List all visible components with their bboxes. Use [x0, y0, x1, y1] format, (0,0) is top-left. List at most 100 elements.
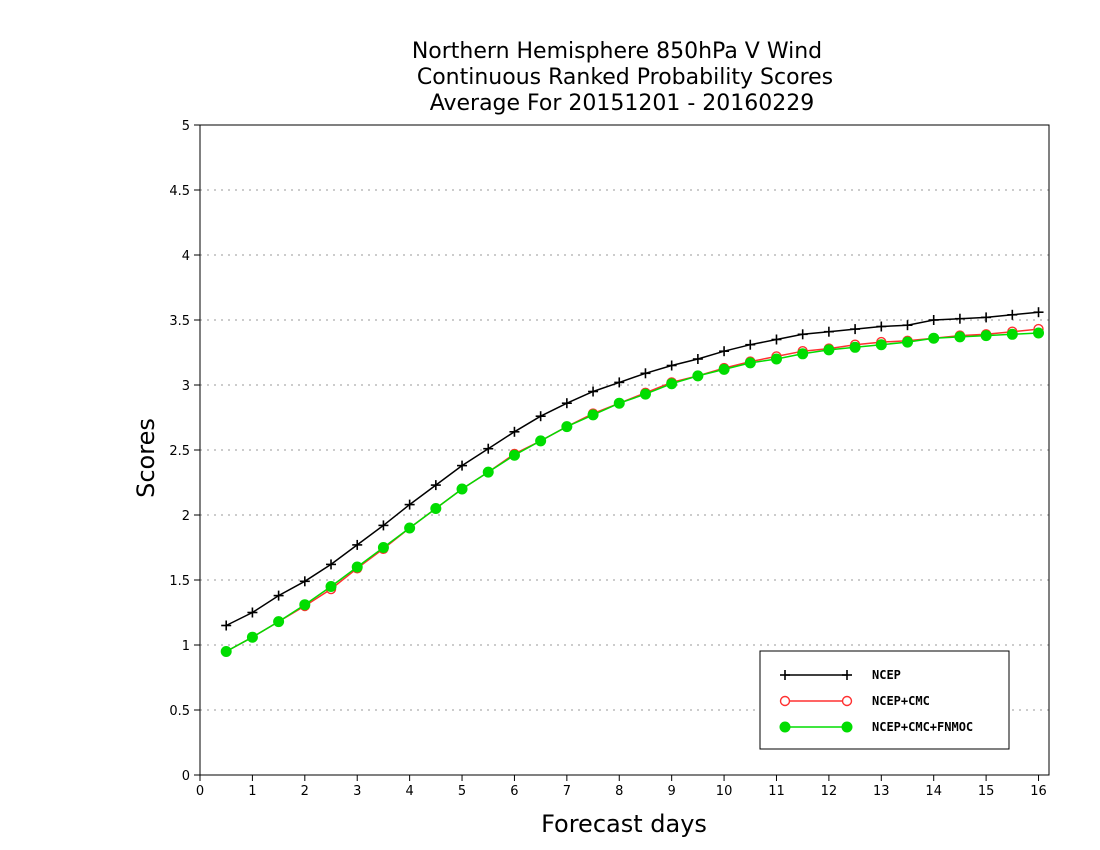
- gridlines: [200, 189, 1049, 711]
- y-tick-label: 1: [182, 639, 190, 654]
- y-tick-label: 3.5: [169, 314, 190, 329]
- y-tick-label: 0.5: [169, 704, 190, 719]
- x-tick-label: 5: [458, 784, 466, 799]
- data-point-ncep: [326, 559, 337, 570]
- data-point-ncep: [692, 354, 703, 364]
- data-point-ncep: [221, 620, 232, 631]
- data-point-ncep-cmc-fnmoc: [456, 483, 468, 495]
- data-point-ncep: [771, 334, 782, 345]
- data-point-ncep-cmc-fnmoc: [1033, 327, 1045, 339]
- y-tick-label: 2.5: [169, 444, 190, 459]
- legend-marker: [841, 695, 853, 707]
- data-point-ncep: [561, 398, 572, 409]
- data-point-ncep: [719, 346, 730, 357]
- x-tick-label: 4: [405, 784, 413, 799]
- legend-item-ncep-cmc: NCEP+CMC: [779, 694, 930, 708]
- data-point-ncep-cmc-fnmoc: [377, 542, 389, 553]
- data-point-ncep-cmc-fnmoc: [220, 646, 232, 657]
- data-point-ncep-cmc-fnmoc: [954, 331, 966, 343]
- x-tick-label: 6: [510, 784, 518, 799]
- y-tick-label: 5: [182, 119, 190, 134]
- data-point-ncep: [614, 377, 625, 388]
- x-tick-label: 16: [1030, 784, 1047, 799]
- title-line-2: Continuous Ranked Probability Scores: [417, 65, 833, 90]
- x-tick-label: 13: [873, 784, 890, 799]
- x-tick-label: 14: [925, 784, 942, 799]
- data-point-ncep-cmc-fnmoc: [246, 631, 258, 643]
- data-point-ncep: [981, 312, 992, 323]
- data-point-ncep: [876, 321, 887, 332]
- legend-item-ncep: NCEP: [780, 668, 901, 682]
- data-point-ncep: [299, 576, 310, 587]
- legend-label: NCEP+CMC+FNMOC: [872, 720, 973, 734]
- x-tick-label: 1: [248, 784, 256, 799]
- series-line-ncep-cmc-fnmoc: [225, 332, 1039, 653]
- data-point-ncep: [247, 607, 258, 618]
- data-point-ncep: [588, 386, 599, 397]
- data-point-ncep-cmc-fnmoc: [351, 561, 363, 573]
- data-point-ncep: [404, 499, 415, 510]
- y-tick-label: 1.5: [169, 574, 190, 589]
- x-tick-label: 10: [716, 784, 733, 799]
- series-ncep: [221, 307, 1044, 631]
- series-ncep-cmc: [221, 323, 1044, 657]
- x-tick-label: 3: [353, 784, 361, 799]
- data-point-ncep: [483, 443, 494, 454]
- data-point-ncep-cmc-fnmoc: [325, 581, 337, 592]
- data-point-ncep: [666, 360, 677, 371]
- data-point-ncep: [430, 480, 441, 491]
- legend-box: [759, 650, 1010, 750]
- x-tick-label: 8: [615, 784, 623, 799]
- y-axis-title: Scores: [132, 418, 160, 498]
- data-point-ncep-cmc-fnmoc: [404, 522, 416, 534]
- data-point-ncep-cmc-fnmoc: [561, 421, 573, 433]
- data-point-ncep-cmc-fnmoc: [849, 341, 861, 353]
- data-point-ncep: [640, 368, 651, 379]
- y-tick-label: 2: [182, 509, 190, 524]
- legend-marker: [841, 721, 853, 733]
- data-point-ncep: [928, 315, 939, 325]
- data-point-ncep-cmc-fnmoc: [718, 363, 730, 375]
- data-point-ncep-cmc-fnmoc: [666, 378, 678, 390]
- title-line-1: Northern Hemisphere 850hPa V Wind: [412, 39, 822, 64]
- series-ncep-cmc-fnmoc: [220, 327, 1045, 657]
- x-tick-label: 2: [301, 784, 309, 799]
- legend: NCEP NCEP+CMC NCEP+CMC+FNMOC: [759, 650, 1010, 750]
- data-point-ncep: [457, 460, 468, 471]
- data-point-ncep-cmc-fnmoc: [482, 466, 494, 478]
- data-point-ncep-cmc-fnmoc: [928, 332, 940, 344]
- legend-label: NCEP+CMC: [872, 694, 930, 708]
- data-point-ncep-cmc-fnmoc: [875, 339, 887, 351]
- y-tick-label: 4: [182, 249, 190, 264]
- data-point-ncep-cmc-fnmoc: [535, 435, 547, 447]
- x-tick-label: 12: [821, 784, 838, 799]
- data-point-ncep-cmc-fnmoc: [744, 357, 756, 369]
- y-tick-label: 3: [182, 379, 190, 394]
- data-point-ncep-cmc-fnmoc: [797, 348, 809, 360]
- data-point-ncep: [509, 426, 520, 437]
- data-point-ncep: [954, 313, 965, 324]
- chart-title: Northern Hemisphere 850hPa V Wind Contin…: [412, 39, 833, 116]
- x-tick-label: 11: [768, 784, 785, 799]
- data-point-ncep-cmc-fnmoc: [980, 330, 992, 342]
- data-point-ncep-cmc-fnmoc: [770, 353, 782, 365]
- x-axis-title: Forecast days: [541, 810, 707, 838]
- series-layer: [220, 307, 1045, 657]
- data-point-ncep-cmc-fnmoc: [1006, 328, 1018, 340]
- data-point-ncep-cmc-fnmoc: [639, 388, 651, 400]
- title-line-3: Average For 20151201 - 20160229: [430, 91, 815, 116]
- data-point-ncep-cmc-fnmoc: [299, 599, 311, 611]
- data-point-ncep: [273, 590, 284, 601]
- data-point-ncep: [378, 520, 389, 531]
- data-point-ncep-cmc-fnmoc: [823, 344, 835, 356]
- data-point-ncep: [1007, 309, 1018, 320]
- legend-label: NCEP: [872, 668, 901, 682]
- legend-marker: [779, 695, 791, 707]
- data-point-ncep-cmc-fnmoc: [430, 503, 442, 514]
- x-tick-label: 15: [978, 784, 995, 799]
- data-point-ncep: [745, 339, 756, 350]
- series-line-ncep: [225, 311, 1039, 627]
- data-point-ncep: [902, 320, 913, 331]
- x-tick-label: 9: [668, 784, 676, 799]
- data-point-ncep: [535, 411, 546, 422]
